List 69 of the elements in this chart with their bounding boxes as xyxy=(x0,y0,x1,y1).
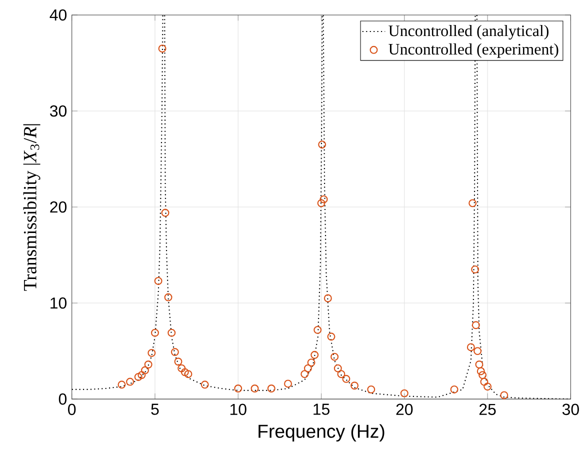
point xyxy=(158,44,166,53)
point xyxy=(500,391,508,400)
y-tick-label: 20 xyxy=(50,201,67,213)
point xyxy=(150,328,159,337)
line-series xyxy=(72,14,571,400)
point xyxy=(324,294,332,302)
point xyxy=(472,321,480,330)
y-tick-label: 10 xyxy=(50,297,67,309)
point xyxy=(300,370,309,378)
point xyxy=(180,368,189,376)
point xyxy=(200,380,209,389)
x-tick-label: 15 xyxy=(314,404,330,415)
point xyxy=(138,371,146,380)
x-tick-label: 30 xyxy=(562,404,579,416)
legend-label: Uncontrolled (experiment) xyxy=(388,43,558,58)
point xyxy=(476,367,485,376)
x-tick-label: 10 xyxy=(230,404,246,416)
x-axis-title: Frequency (Hz) xyxy=(258,424,384,442)
point xyxy=(126,378,134,386)
point xyxy=(304,364,312,372)
point xyxy=(327,332,336,341)
point xyxy=(318,140,326,149)
point xyxy=(400,389,408,398)
point xyxy=(267,384,276,393)
point xyxy=(250,384,259,393)
point xyxy=(478,371,487,380)
point xyxy=(141,366,149,374)
legend-label: Uncontrolled (analytical) xyxy=(388,25,548,40)
point xyxy=(484,382,492,391)
x-tick-label: 5 xyxy=(151,404,159,415)
point xyxy=(148,349,156,358)
point xyxy=(471,265,480,274)
y-axis-title: Transmissibility |X$_{3}$/R| xyxy=(23,124,40,291)
y-tick-label: 40 xyxy=(50,9,67,21)
point xyxy=(184,370,192,378)
point xyxy=(161,208,170,217)
y-tick-label: 0 xyxy=(58,393,67,405)
point xyxy=(164,293,172,302)
point xyxy=(480,378,488,386)
point xyxy=(317,199,326,208)
point xyxy=(314,326,322,334)
point xyxy=(320,195,328,204)
point xyxy=(337,370,346,378)
x-tick-label: 0 xyxy=(68,404,76,416)
point xyxy=(466,343,475,352)
point xyxy=(234,384,242,393)
point xyxy=(168,328,176,337)
point xyxy=(342,374,350,383)
point xyxy=(468,199,477,208)
point xyxy=(307,358,316,367)
point xyxy=(154,277,162,285)
x-tick-label: 20 xyxy=(396,404,413,416)
point xyxy=(310,350,319,359)
point xyxy=(144,360,152,369)
point xyxy=(330,352,339,361)
y-tick-label: 30 xyxy=(50,105,67,117)
point xyxy=(178,364,186,372)
point xyxy=(118,380,126,389)
point xyxy=(450,386,458,394)
point xyxy=(475,360,484,369)
point xyxy=(284,380,292,388)
point xyxy=(170,348,179,356)
point xyxy=(334,364,342,372)
point xyxy=(350,382,359,390)
point xyxy=(367,386,376,394)
point xyxy=(474,347,482,356)
point xyxy=(134,373,142,382)
x-tick-label: 25 xyxy=(479,404,496,416)
point xyxy=(174,358,182,366)
